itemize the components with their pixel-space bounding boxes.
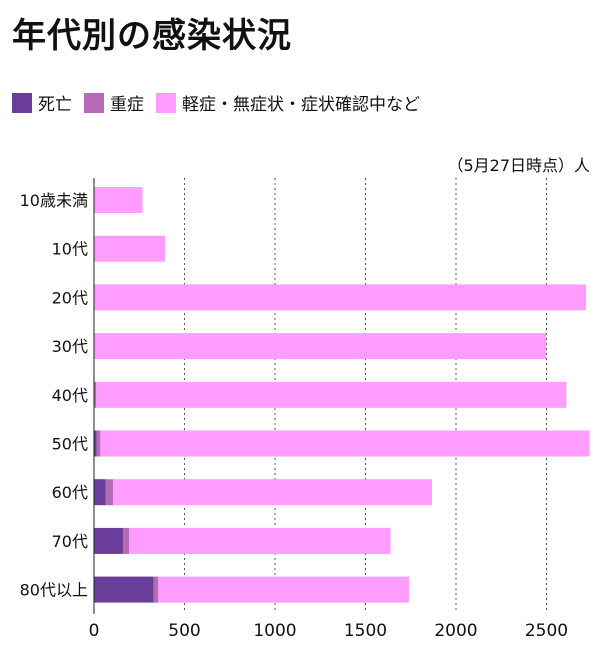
category-label-0: 10歳未満 — [20, 191, 88, 210]
category-label-1: 10代 — [52, 240, 88, 259]
bar-1-series-2 — [94, 235, 166, 262]
legend-swatch-death — [12, 92, 32, 113]
bar-6-series-2 — [113, 479, 432, 506]
x-tick-label-1500: 1500 — [344, 621, 387, 641]
bar-7-series-2 — [129, 527, 391, 554]
bar-4-series-2 — [96, 381, 567, 408]
x-tick-label-0: 0 — [89, 621, 100, 641]
x-tick-label-500: 500 — [168, 621, 200, 641]
bar-7-series-1 — [122, 527, 130, 554]
legend-label-severe: 重症 — [110, 95, 144, 115]
x-tick-label-2000: 2000 — [434, 621, 477, 641]
chart-note: （5月27日時点）人 — [447, 156, 590, 175]
legend-swatch-mild — [156, 92, 176, 113]
legend: 死亡 重症 軽症・無症状・症状確認中など — [12, 90, 432, 115]
category-label-6: 60代 — [52, 483, 88, 502]
bar-5-series-1 — [96, 430, 101, 457]
legend-label-death: 死亡 — [38, 95, 72, 115]
legend-item-death: 死亡 — [12, 90, 72, 115]
category-label-2: 20代 — [52, 288, 88, 307]
category-label-5: 50代 — [52, 435, 88, 454]
bar-0-series-2 — [94, 187, 143, 213]
legend-item-severe: 重症 — [84, 90, 144, 115]
bar-3-series-2 — [94, 333, 547, 360]
chart-title: 年代別の感染状況 — [12, 16, 292, 56]
bar-5-series-0 — [94, 430, 97, 457]
category-label-4: 40代 — [52, 386, 88, 405]
category-label-3: 30代 — [52, 337, 88, 356]
bar-6-series-1 — [105, 479, 114, 506]
bar-6-series-0 — [94, 479, 106, 506]
x-tick-label-1000: 1000 — [253, 621, 296, 641]
category-label-8: 80代以上 — [20, 581, 88, 600]
bar-5-series-2 — [100, 430, 590, 457]
bar-7-series-0 — [94, 527, 123, 554]
x-tick-label-2500: 2500 — [525, 621, 568, 641]
legend-label-mild: 軽症・無症状・症状確認中など — [182, 95, 420, 115]
bar-2-series-2 — [94, 284, 586, 311]
bar-4-series-1 — [94, 381, 97, 408]
category-label-7: 70代 — [52, 532, 88, 551]
legend-item-mild: 軽症・無症状・症状確認中など — [156, 90, 420, 115]
bar-8-series-0 — [94, 576, 154, 603]
legend-swatch-severe — [84, 92, 104, 113]
bar-8-series-1 — [153, 576, 159, 603]
bar-8-series-2 — [158, 576, 409, 603]
